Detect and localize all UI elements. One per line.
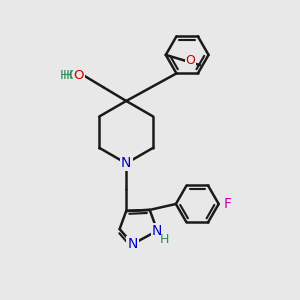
Text: H: H [160, 233, 169, 246]
Text: O: O [186, 54, 196, 67]
Text: H: H [63, 69, 73, 82]
Text: HO: HO [60, 69, 81, 82]
Text: N: N [121, 156, 131, 170]
Text: N: N [128, 237, 138, 251]
Text: N: N [152, 224, 163, 238]
Text: O: O [74, 69, 84, 82]
Text: F: F [224, 197, 232, 211]
